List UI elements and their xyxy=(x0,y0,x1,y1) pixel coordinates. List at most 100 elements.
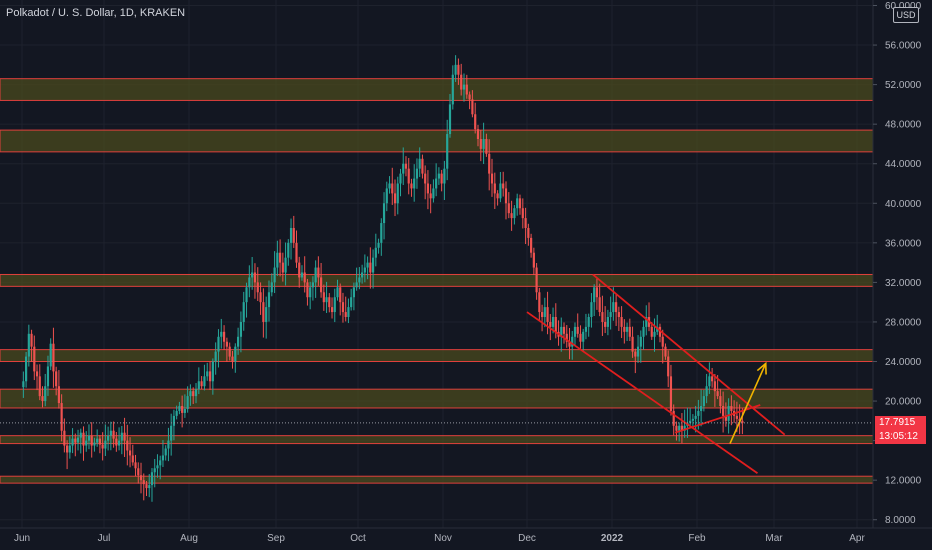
candle-body xyxy=(669,376,673,411)
time-tick-label: 2022 xyxy=(601,533,624,544)
time-axis-background[interactable] xyxy=(0,528,932,550)
candle-body xyxy=(399,173,402,184)
candle-body xyxy=(513,208,516,219)
candle-body xyxy=(645,317,648,327)
candle-body xyxy=(57,386,60,404)
candle-body xyxy=(490,173,494,184)
candle-body xyxy=(722,406,725,416)
candle-body xyxy=(474,114,477,130)
candle-body xyxy=(273,267,276,283)
candle-body xyxy=(675,425,678,431)
candle-body xyxy=(457,64,460,75)
candle-body xyxy=(396,183,399,204)
candle-body xyxy=(317,267,320,278)
candle-body xyxy=(311,282,314,288)
price-tick-label: 36.0000 xyxy=(885,238,922,249)
candle-body xyxy=(700,406,703,411)
candle-body xyxy=(68,445,71,453)
candle-body xyxy=(694,415,697,419)
candle-body xyxy=(287,242,290,258)
candle-body xyxy=(303,272,306,283)
candle-body xyxy=(33,346,36,372)
projection-arrow[interactable] xyxy=(729,363,767,444)
support-line[interactable] xyxy=(674,404,761,434)
candle-body xyxy=(584,326,588,332)
candle-body xyxy=(507,203,510,214)
time-tick-label: Sep xyxy=(267,533,285,544)
candle-body xyxy=(239,321,243,337)
candle-body xyxy=(112,430,115,439)
candle-body xyxy=(192,391,195,397)
price-zone xyxy=(0,273,874,287)
candle-body xyxy=(658,326,662,337)
trend-drawings xyxy=(526,273,786,474)
candle-body xyxy=(41,396,44,402)
candle-body xyxy=(234,346,237,362)
candle-body xyxy=(543,307,546,317)
candle-body xyxy=(325,297,328,303)
candle-body xyxy=(145,484,148,489)
candle-body xyxy=(76,437,80,443)
candle-body xyxy=(134,462,137,469)
candle-body xyxy=(606,317,609,327)
candle-body xyxy=(270,282,273,293)
candle-body xyxy=(200,381,203,387)
candle-body xyxy=(587,317,590,327)
candle-body xyxy=(462,84,466,90)
candle-body xyxy=(465,84,468,95)
candle-body xyxy=(697,410,700,416)
candle-body xyxy=(524,218,527,228)
candle-body xyxy=(601,312,604,322)
candle-body xyxy=(623,326,626,332)
candle-body xyxy=(426,183,430,194)
candle-body xyxy=(66,445,69,453)
candle-body xyxy=(382,203,386,224)
candle-body xyxy=(341,302,345,313)
candle-body xyxy=(582,331,585,342)
time-tick-label: Dec xyxy=(518,533,536,544)
candle-body xyxy=(532,252,535,268)
candle-body xyxy=(85,440,88,446)
candle-body xyxy=(358,277,361,283)
candle-body xyxy=(225,341,228,347)
candle-body xyxy=(164,448,167,456)
descending-channel-lower[interactable] xyxy=(526,311,759,474)
candle-body xyxy=(208,371,212,382)
candle-body xyxy=(172,415,176,426)
candle-body xyxy=(713,381,716,392)
candle-body xyxy=(281,262,284,273)
currency-badge[interactable]: USD xyxy=(893,7,919,23)
candle-body xyxy=(52,343,55,372)
candle-body xyxy=(203,376,206,387)
candle-body xyxy=(590,302,593,317)
candle-body xyxy=(101,444,104,449)
candle-body xyxy=(493,183,496,194)
price-tick-label: 12.0000 xyxy=(885,476,922,487)
candle-body xyxy=(289,228,293,243)
candle-body xyxy=(735,415,738,419)
candle-body xyxy=(650,326,653,337)
candle-body xyxy=(336,287,339,298)
candle-body xyxy=(702,396,705,406)
candle-body xyxy=(322,292,325,303)
candle-body xyxy=(104,440,107,449)
candle-body xyxy=(328,297,331,308)
candle-body xyxy=(446,134,449,169)
candle-body xyxy=(137,468,140,476)
candle-body xyxy=(222,331,226,342)
candle-body xyxy=(518,198,522,209)
candle-body xyxy=(437,173,440,179)
candle-body xyxy=(639,336,642,347)
candle-body xyxy=(139,475,143,481)
candle-body xyxy=(120,432,123,441)
candle-body xyxy=(148,485,151,489)
price-zone xyxy=(0,475,874,484)
candle-body xyxy=(636,346,640,357)
candle-body xyxy=(741,420,744,423)
candle-body xyxy=(279,252,282,263)
candle-body xyxy=(189,391,192,397)
candle-body xyxy=(292,228,295,243)
candle-body xyxy=(421,158,424,174)
candle-body xyxy=(361,272,364,278)
